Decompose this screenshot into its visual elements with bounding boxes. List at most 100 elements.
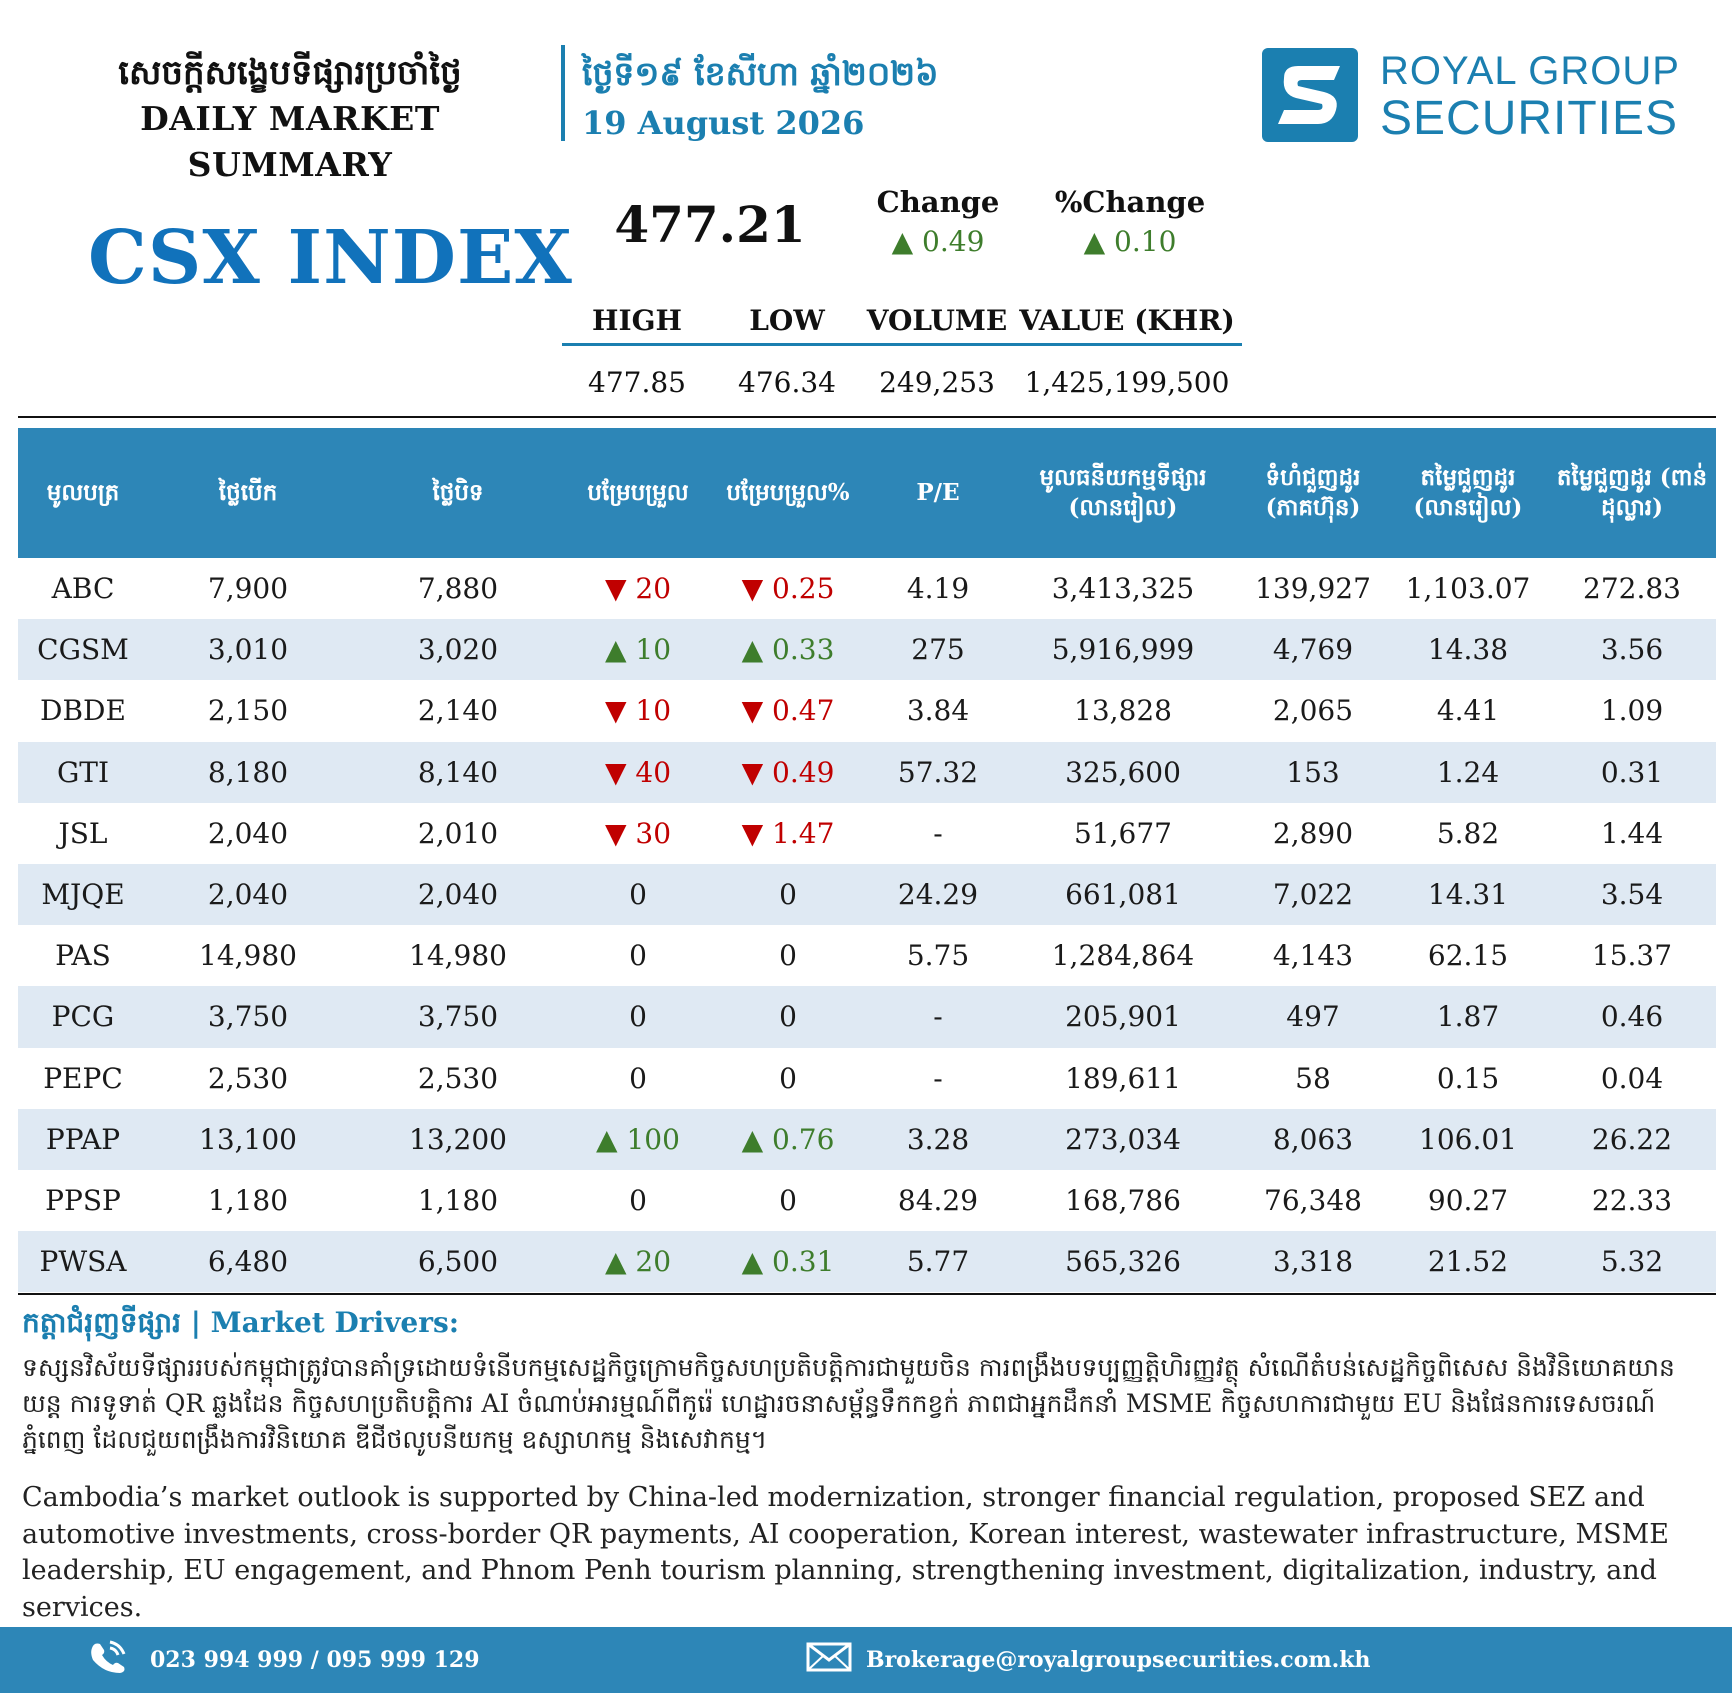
cell-col-pe: 5.75 xyxy=(906,939,970,973)
cell-col-symbol: PPSP xyxy=(45,1183,121,1217)
report-title-km: សេចក្តីសង្ខេបទីផ្សារប្រចាំថ្ងៃ xyxy=(118,53,462,93)
table-row: PPSP 1,180 1,180 0 0 84.29 168,786 76,348 90.27 2… xyxy=(18,1170,1716,1231)
cell-col-open: 2,530 xyxy=(207,1061,289,1095)
cell-col-value-usd: 272.83 xyxy=(1583,572,1681,606)
cell-col-close: 2,140 xyxy=(417,694,499,728)
cell-col-change: 0 xyxy=(629,939,647,973)
index-stats-values: 477.85 476.34 249,253 1,425,199,500 xyxy=(562,362,1242,404)
cell-col-symbol: CGSM xyxy=(37,633,129,667)
cell-col-open: 2,040 xyxy=(207,878,289,912)
cell-col-pe: 24.29 xyxy=(897,878,979,912)
index-change-value: ▲ 0.49 xyxy=(891,225,985,258)
cell-col-close: 8,140 xyxy=(417,755,499,789)
cell-col-symbol: PWSA xyxy=(39,1245,127,1279)
cell-col-open: 8,180 xyxy=(207,755,289,789)
cell-col-open: 14,980 xyxy=(199,939,297,973)
report-date-en: 19 August 2026 xyxy=(582,104,865,142)
stat-value-khr: 1,425,199,500 xyxy=(1024,366,1230,399)
cell-col-pct-change: ▼ 0.49 xyxy=(741,755,835,789)
cell-col-value-khr: 90.27 xyxy=(1427,1183,1509,1217)
cell-col-change: ▲ 100 xyxy=(596,1122,680,1156)
report-date-km: ថ្ងៃទី១៩ ខែសីហា ឆ្នាំ២០២៦ xyxy=(582,54,939,93)
company-logo: ROYAL GROUP SECURITIES xyxy=(1262,48,1702,144)
cell-col-symbol: DBDE xyxy=(40,694,126,728)
cell-col-close: 6,500 xyxy=(417,1245,499,1279)
cell-col-value-khr: 106.01 xyxy=(1419,1122,1517,1156)
header-col-pct-change: បម្រែបម្រួល% xyxy=(726,479,850,506)
table-row: PWSA 6,480 6,500 ▲ 20 ▲ 0.31 5.77 565,326 3,318… xyxy=(18,1231,1716,1293)
cell-col-value-usd: 3.56 xyxy=(1600,633,1664,667)
index-pct-change-value: ▲ 0.10 xyxy=(1083,225,1177,258)
table-row: PEPC 2,530 2,530 0 0 - 189,611 58 0.15 0.04 xyxy=(18,1048,1716,1109)
cell-col-change: ▼ 30 xyxy=(604,816,672,850)
cell-col-value-khr: 21.52 xyxy=(1427,1245,1509,1279)
logo-mark-icon xyxy=(1262,48,1358,142)
header-col-open: ថ្លៃបើក xyxy=(218,479,278,506)
cell-col-open: 1,180 xyxy=(207,1183,289,1217)
table-row: PAS 14,980 14,980 0 0 5.75 1,284,864 4,143 62.15… xyxy=(18,925,1716,986)
cell-col-symbol: PEPC xyxy=(43,1061,123,1095)
cell-col-value-usd: 1.09 xyxy=(1600,694,1664,728)
table-top-rule xyxy=(18,416,1716,418)
cell-col-value-usd: 26.22 xyxy=(1591,1122,1673,1156)
cell-col-close: 2,040 xyxy=(417,878,499,912)
footer-phone-text[interactable]: 023 994 999 / 095 999 129 xyxy=(150,1647,480,1673)
cell-col-volume: 2,065 xyxy=(1272,694,1354,728)
cell-col-pct-change: ▲ 0.76 xyxy=(741,1122,835,1156)
footer-email: Brokerage@royalgroupsecurities.com.kh xyxy=(806,1627,1371,1693)
cell-col-value-usd: 0.46 xyxy=(1600,1000,1664,1034)
header-col-value-khr: តម្លៃជួញដូរ (លានរៀល) xyxy=(1413,464,1523,521)
footer-phone: 023 994 999 / 095 999 129 xyxy=(88,1627,480,1693)
cell-col-change: ▲ 10 xyxy=(604,633,672,667)
cell-col-volume: 139,927 xyxy=(1255,572,1371,606)
cell-col-value-usd: 3.54 xyxy=(1600,878,1664,912)
cell-col-symbol: MJQE xyxy=(41,878,125,912)
table-row: MJQE 2,040 2,040 0 0 24.29 661,081 7,022 14.31 3.… xyxy=(18,863,1716,926)
logo-line-1: ROYAL GROUP xyxy=(1380,49,1680,93)
cell-col-pe: 3.84 xyxy=(906,694,970,728)
cell-col-value-khr: 4.41 xyxy=(1436,694,1500,728)
cell-col-value-khr: 62.15 xyxy=(1427,939,1509,973)
stat-low: 476.34 xyxy=(738,366,836,399)
table-row: CGSM 3,010 3,020 ▲ 10 ▲ 0.33 275 5,916,999 4,76… xyxy=(18,619,1716,681)
stat-volume: 249,253 xyxy=(879,366,995,399)
cell-col-volume: 3,318 xyxy=(1272,1245,1354,1279)
cell-col-market-cap: 205,901 xyxy=(1065,1000,1181,1034)
cell-col-close: 2,530 xyxy=(417,1061,499,1095)
cell-col-pe: 5.77 xyxy=(906,1245,970,1279)
cell-col-value-usd: 0.04 xyxy=(1600,1061,1664,1095)
cell-col-symbol: PPAP xyxy=(45,1122,121,1156)
header-col-pe: P/E xyxy=(916,479,960,506)
cell-col-market-cap: 3,413,325 xyxy=(1051,572,1195,606)
cell-col-symbol: GTI xyxy=(56,755,110,789)
index-change: Change ▲ 0.49 xyxy=(838,182,1038,262)
cell-col-open: 2,040 xyxy=(207,816,289,850)
cell-col-change: 0 xyxy=(629,1183,647,1217)
cell-col-pct-change: ▼ 1.47 xyxy=(741,816,835,850)
header-col-close: ថ្លៃបិទ xyxy=(432,479,484,506)
cell-col-value-usd: 5.32 xyxy=(1600,1245,1664,1279)
header-col-change: បម្រែបម្រួល xyxy=(587,479,689,506)
cell-col-change: 0 xyxy=(629,1000,647,1034)
index-pct-change-label: %Change xyxy=(1054,185,1206,219)
cell-col-value-khr: 14.31 xyxy=(1427,878,1509,912)
cell-col-pe: - xyxy=(933,1000,943,1034)
cell-col-volume: 4,769 xyxy=(1272,633,1354,667)
cell-col-volume: 58 xyxy=(1295,1061,1331,1095)
cell-col-volume: 153 xyxy=(1286,755,1340,789)
index-value: 477.21 xyxy=(614,195,806,254)
logo-wordmark: ROYAL GROUP SECURITIES xyxy=(1380,48,1680,144)
report-title: សេចក្តីសង្ខេបទីផ្សារប្រចាំថ្ងៃ DAILY MAR… xyxy=(40,50,540,188)
stat-header-high: HIGH xyxy=(592,304,682,337)
cell-col-change: ▼ 10 xyxy=(604,694,672,728)
footer-email-text[interactable]: Brokerage@royalgroupsecurities.com.kh xyxy=(866,1647,1371,1673)
cell-col-pct-change: ▲ 0.31 xyxy=(741,1245,835,1279)
cell-col-close: 3,750 xyxy=(417,1000,499,1034)
table-row: PCG 3,750 3,750 0 0 - 205,901 497 1.87 0.46 xyxy=(18,986,1716,1048)
cell-col-volume: 497 xyxy=(1286,1000,1340,1034)
cell-col-symbol: JSL xyxy=(58,816,108,850)
cell-col-pct-change: ▼ 0.25 xyxy=(741,572,835,606)
header-col-symbol: មូលបត្រ xyxy=(46,479,120,506)
cell-col-open: 13,100 xyxy=(199,1122,297,1156)
cell-col-change: ▲ 20 xyxy=(604,1245,672,1279)
